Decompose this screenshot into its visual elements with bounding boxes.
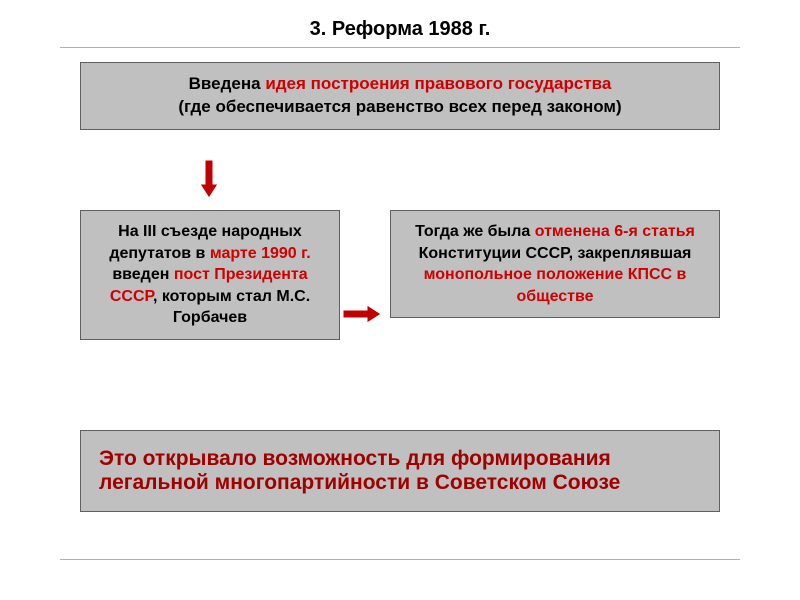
left-l5: , которым стал М.С. Горбачев [153, 288, 310, 327]
left-l3: введен [112, 266, 174, 283]
right-l4: монопольное положение КПСС в обществе [424, 266, 687, 305]
bottom-box: Это открывало возможность для формирован… [80, 430, 720, 512]
right-l3: Конституции СССР, закреплявшая [419, 245, 692, 262]
right-l1: Тогда же была [415, 223, 535, 240]
page-title: 3. Реформа 1988 г. [310, 18, 491, 40]
top-line2: (где обеспечивается равенство всех перед… [178, 97, 621, 116]
left-box: На III съезде народных депутатов в марте… [80, 210, 340, 340]
title-bar: 3. Реформа 1988 г. [60, 18, 740, 48]
footer-divider [60, 559, 740, 560]
bottom-text: Это открывало возможность для формирован… [99, 447, 620, 494]
top-line1a: Введена [189, 74, 266, 93]
right-l2: отменена 6-я статья [535, 223, 695, 240]
left-l2: марте 1990 г. [210, 245, 311, 262]
arrow-down-icon [200, 160, 218, 198]
right-box: Тогда же была отменена 6-я статья Консти… [390, 210, 720, 318]
top-box: Введена идея построения правового госуда… [80, 62, 720, 130]
top-line1b: идея построения правового государства [265, 74, 611, 93]
arrow-right-icon [343, 305, 381, 323]
